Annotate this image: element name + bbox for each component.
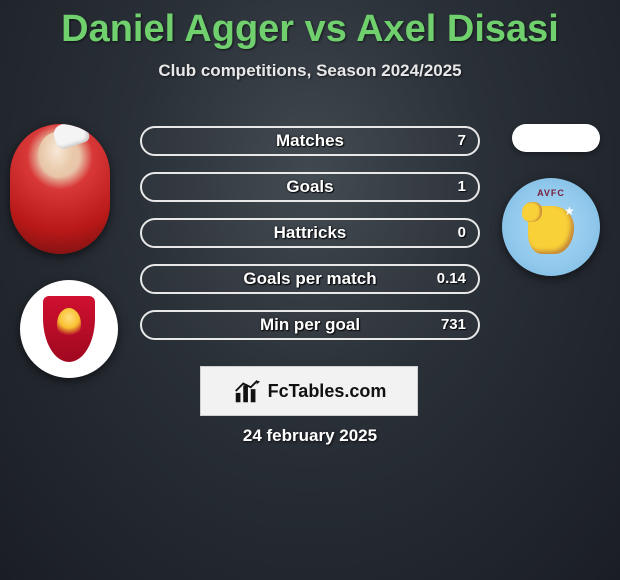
chart-icon xyxy=(232,376,262,406)
stat-row: Matches 7 xyxy=(0,118,620,164)
stat-pill: Hattricks 0 xyxy=(140,218,480,248)
stat-pill: Goals 1 xyxy=(140,172,480,202)
stat-value-right: 731 xyxy=(441,312,466,338)
stat-row: Min per goal 731 xyxy=(0,302,620,348)
stat-pill: Min per goal 731 xyxy=(140,310,480,340)
page-title: Daniel Agger vs Axel Disasi xyxy=(0,0,620,51)
stat-label: Matches xyxy=(142,128,478,154)
source-plaque[interactable]: FcTables.com xyxy=(200,366,418,416)
stat-label: Goals xyxy=(142,174,478,200)
stat-row: Goals per match 0.14 xyxy=(0,256,620,302)
stat-label: Min per goal xyxy=(142,312,478,338)
stat-pill: Matches 7 xyxy=(140,126,480,156)
comparison-card: Daniel Agger vs Axel Disasi Club competi… xyxy=(0,0,620,580)
source-label: FcTables.com xyxy=(268,381,387,402)
stat-row: Hattricks 0 xyxy=(0,210,620,256)
stat-value-right: 0.14 xyxy=(437,266,466,292)
stat-value-right: 0 xyxy=(458,220,466,246)
stat-pill: Goals per match 0.14 xyxy=(140,264,480,294)
subtitle: Club competitions, Season 2024/2025 xyxy=(0,61,620,81)
date-label: 24 february 2025 xyxy=(0,426,620,446)
stat-label: Goals per match xyxy=(142,266,478,292)
stat-value-right: 1 xyxy=(458,174,466,200)
stat-row: Goals 1 xyxy=(0,164,620,210)
stats-list: Matches 7 Goals 1 Hattricks 0 Goals per … xyxy=(0,118,620,348)
stat-label: Hattricks xyxy=(142,220,478,246)
stat-value-right: 7 xyxy=(458,128,466,154)
